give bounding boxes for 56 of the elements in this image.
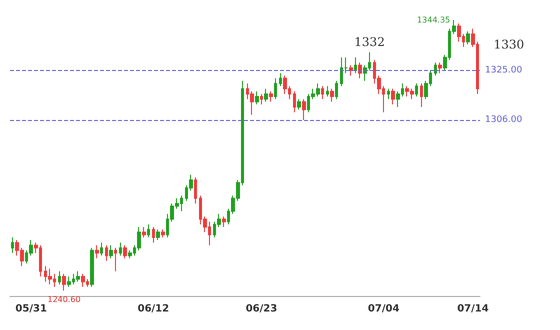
candlestick — [335, 80, 338, 100]
candlestick — [119, 242, 122, 256]
candlestick — [109, 244, 113, 259]
candlestick — [81, 273, 85, 288]
candlestick — [161, 229, 165, 238]
candlestick — [358, 62, 362, 79]
text: 1330 — [494, 37, 524, 52]
annotation: 1344.35 — [417, 16, 450, 24]
candlestick — [11, 236, 14, 254]
x-tick-label: 06/23 — [246, 304, 278, 314]
candlestick — [420, 83, 423, 108]
candlestick — [387, 88, 390, 100]
candlestick — [105, 244, 108, 262]
x-tick-label: 05/31 — [15, 304, 47, 314]
candlestick — [330, 88, 334, 102]
candlestick — [48, 268, 52, 285]
candlestick — [142, 226, 146, 238]
candlestick — [222, 216, 226, 228]
candlestick — [67, 276, 71, 288]
candlestick — [434, 62, 437, 76]
candlestick — [114, 247, 117, 272]
x-tick-label: 07/14 — [457, 304, 489, 314]
candlestick — [349, 64, 353, 76]
candlestick — [321, 86, 324, 100]
x-tick-label: 06/12 — [138, 304, 170, 314]
annotation: 1332 — [354, 35, 385, 50]
candlestick — [293, 90, 296, 113]
candlestick — [156, 229, 160, 240]
candlestick — [95, 244, 99, 259]
candlestick — [264, 88, 268, 102]
ref-line-label: 1306.00 — [485, 115, 522, 126]
candlestick — [354, 56, 357, 74]
candlestick — [152, 226, 155, 244]
candlestick — [279, 72, 282, 87]
candlestick — [415, 83, 418, 98]
candlestick — [326, 86, 329, 98]
candlestick — [274, 78, 277, 100]
candlestick — [58, 270, 61, 285]
text: 1240.60 — [48, 295, 81, 304]
candlestick — [90, 247, 94, 288]
candlestick — [147, 224, 150, 238]
ref-line-label: 1325.00 — [485, 65, 522, 76]
candlestick — [123, 244, 127, 259]
candlestick — [466, 30, 470, 45]
candlestick — [62, 273, 66, 292]
candlestick — [255, 90, 259, 105]
candlestick — [297, 98, 301, 110]
candlestick — [438, 62, 442, 74]
x-tick-label: 07/04 — [368, 304, 400, 314]
candlestick — [76, 270, 80, 282]
candlestick — [391, 88, 395, 105]
candlestick — [194, 176, 197, 204]
candlestick — [269, 90, 273, 102]
candlestick — [100, 242, 103, 256]
candlestick — [260, 93, 263, 105]
candlestick — [302, 98, 306, 121]
